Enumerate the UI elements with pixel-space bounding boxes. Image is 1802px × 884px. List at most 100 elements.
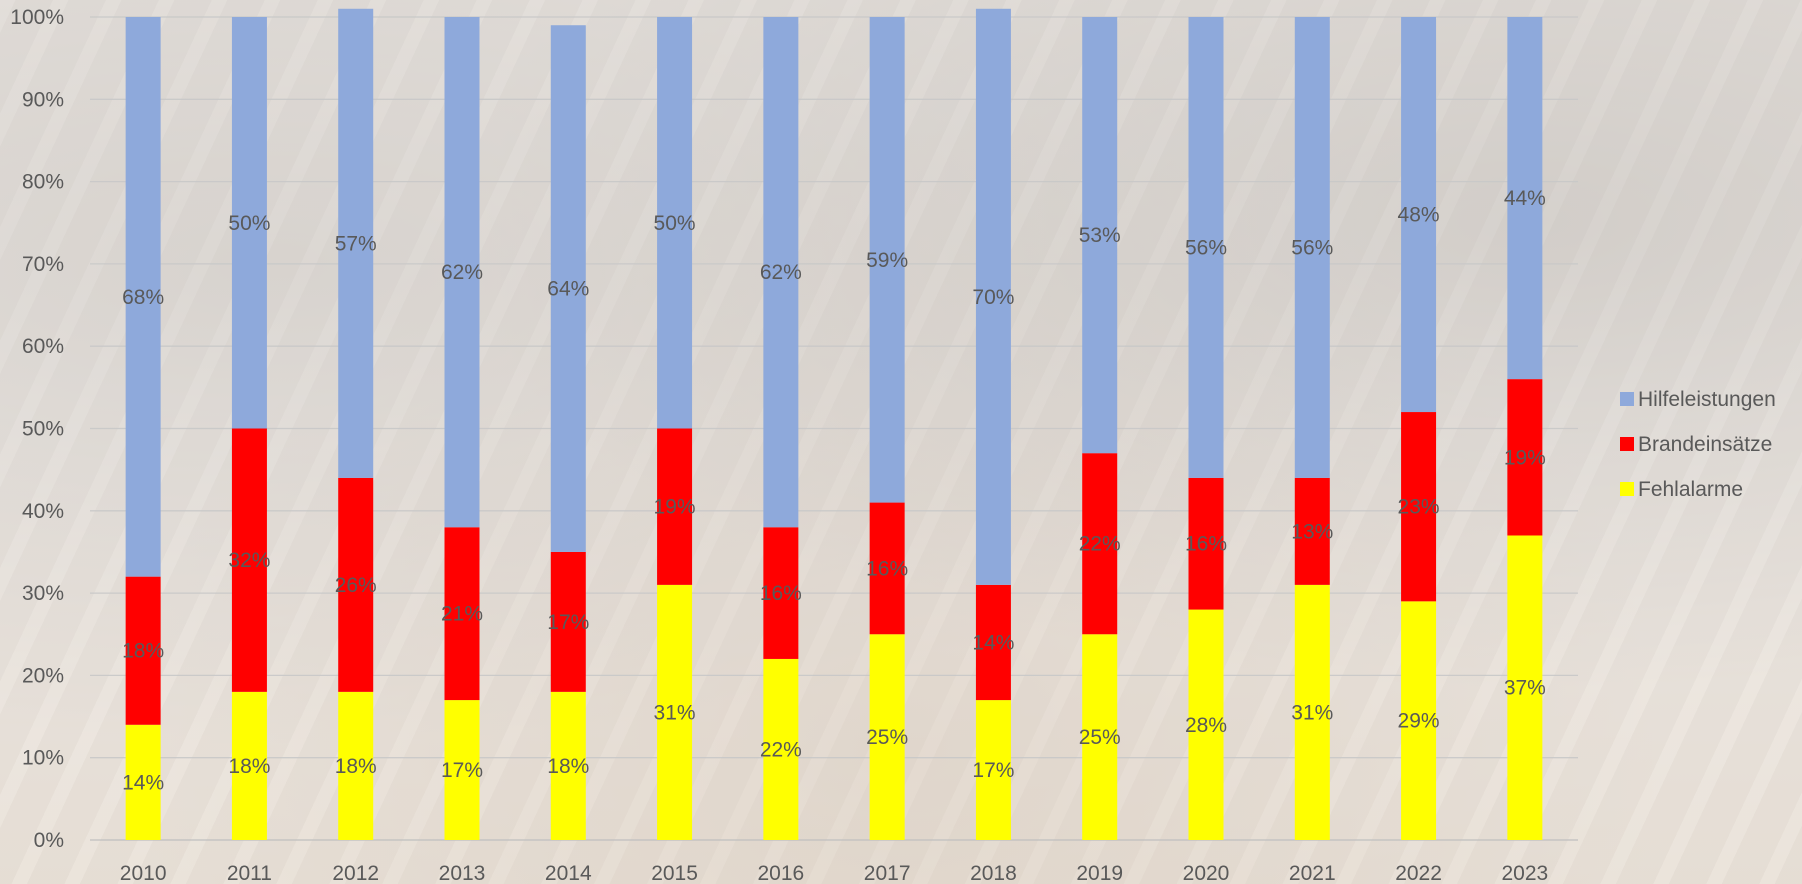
x-tick-label: 2018 bbox=[970, 862, 1017, 884]
y-tick-label: 100% bbox=[10, 6, 64, 29]
legend-label: Brandeinsätze bbox=[1638, 433, 1772, 456]
bar-segment-hilfeleistungen bbox=[338, 8, 374, 478]
y-tick-label: 90% bbox=[22, 88, 64, 111]
data-label: 25% bbox=[866, 726, 908, 749]
x-tick-label: 2014 bbox=[545, 862, 592, 884]
legend-label: Hilfeleistungen bbox=[1638, 388, 1776, 411]
legend-label: Fehlalarme bbox=[1638, 478, 1743, 501]
bar-segment-brandeins-tze bbox=[975, 584, 1011, 701]
bar-segment-brandeins-tze bbox=[1294, 477, 1330, 585]
data-label: 16% bbox=[760, 582, 802, 605]
bar-segment-brandeins-tze bbox=[1082, 453, 1118, 635]
data-label: 16% bbox=[866, 557, 908, 580]
data-label: 18% bbox=[335, 755, 377, 778]
data-label: 37% bbox=[1504, 677, 1546, 700]
bar-segment-brandeins-tze bbox=[763, 527, 799, 659]
bar-segment-hilfeleistungen bbox=[550, 25, 586, 552]
data-label: 62% bbox=[441, 261, 483, 284]
bar-segment-brandeins-tze bbox=[125, 576, 161, 725]
bar-segment-hilfeleistungen bbox=[869, 17, 905, 503]
x-tick-label: 2010 bbox=[120, 862, 167, 884]
legend-swatch bbox=[1620, 392, 1634, 406]
data-label: 16% bbox=[1185, 533, 1227, 556]
data-label: 59% bbox=[866, 249, 908, 272]
data-label: 22% bbox=[1079, 533, 1121, 556]
data-label: 22% bbox=[760, 738, 802, 761]
data-label: 21% bbox=[441, 603, 483, 626]
x-tick-label: 2011 bbox=[227, 862, 272, 884]
bar-segment-brandeins-tze bbox=[657, 428, 693, 585]
data-label: 18% bbox=[547, 755, 589, 778]
data-label: 17% bbox=[547, 611, 589, 634]
bar-segment-fehlalarme bbox=[1294, 584, 1330, 840]
y-tick-label: 40% bbox=[22, 500, 64, 523]
data-label: 53% bbox=[1079, 224, 1121, 247]
data-label: 68% bbox=[122, 286, 164, 309]
data-label: 23% bbox=[1398, 496, 1440, 519]
x-tick-label: 2017 bbox=[864, 862, 911, 884]
bar-segment-fehlalarme bbox=[550, 691, 586, 840]
bar-segment-fehlalarme bbox=[125, 724, 161, 840]
data-label: 56% bbox=[1185, 236, 1227, 259]
data-label: 31% bbox=[1291, 701, 1333, 724]
y-tick-label: 0% bbox=[34, 829, 64, 852]
data-label: 32% bbox=[228, 549, 270, 572]
bar-segment-hilfeleistungen bbox=[231, 17, 267, 429]
y-tick-label: 70% bbox=[22, 253, 64, 276]
bar-segment-fehlalarme bbox=[975, 700, 1011, 840]
bar-segment-brandeins-tze bbox=[231, 428, 267, 692]
data-label: 17% bbox=[441, 759, 483, 782]
data-label: 28% bbox=[1185, 714, 1227, 737]
y-tick-label: 50% bbox=[22, 418, 64, 441]
data-label: 13% bbox=[1291, 520, 1333, 543]
data-label: 70% bbox=[972, 286, 1014, 309]
data-label: 19% bbox=[1504, 446, 1546, 469]
bar-segment-hilfeleistungen bbox=[1188, 17, 1224, 478]
data-labels: 14% 18% 68% 18% 32% 50% 18% 26% 57% 17% 21% 62% 18% 1… bbox=[122, 187, 1546, 794]
bar-segment-fehlalarme bbox=[338, 691, 374, 840]
data-label: 31% bbox=[654, 701, 696, 724]
bar-segment-hilfeleistungen bbox=[444, 17, 480, 528]
data-label: 19% bbox=[654, 496, 696, 519]
data-label: 29% bbox=[1398, 710, 1440, 733]
data-label: 14% bbox=[972, 631, 1014, 654]
x-tick-label: 2021 bbox=[1289, 862, 1336, 884]
y-tick-label: 60% bbox=[22, 335, 64, 358]
bar-segment-fehlalarme bbox=[444, 700, 480, 840]
x-tick-label: 2015 bbox=[651, 862, 698, 884]
bar-segment-brandeins-tze bbox=[550, 551, 586, 692]
data-label: 64% bbox=[547, 278, 589, 301]
bar-segment-hilfeleistungen bbox=[1401, 17, 1437, 413]
bar-segment-fehlalarme bbox=[869, 634, 905, 840]
bars bbox=[125, 8, 1543, 840]
data-label: 14% bbox=[122, 771, 164, 794]
bar-segment-hilfeleistungen bbox=[763, 17, 799, 528]
data-label: 44% bbox=[1504, 187, 1546, 210]
legend: Hilfeleistungen Brandeinsätze Fehlalarme bbox=[1620, 388, 1776, 501]
bar-segment-brandeins-tze bbox=[338, 477, 374, 692]
data-label: 50% bbox=[228, 212, 270, 235]
bar-segment-fehlalarme bbox=[1082, 634, 1118, 840]
data-label: 18% bbox=[122, 640, 164, 663]
bar-segment-fehlalarme bbox=[657, 584, 693, 840]
y-tick-label: 20% bbox=[22, 664, 64, 687]
y-tick-label: 80% bbox=[22, 171, 64, 194]
bar-segment-fehlalarme bbox=[1188, 609, 1224, 840]
data-label: 62% bbox=[760, 261, 802, 284]
bar-segment-brandeins-tze bbox=[1188, 477, 1224, 610]
data-label: 57% bbox=[335, 232, 377, 255]
gridlines bbox=[90, 16, 1578, 841]
bar-segment-fehlalarme bbox=[1401, 601, 1437, 840]
legend-swatch bbox=[1620, 437, 1634, 451]
bar-segment-brandeins-tze bbox=[444, 527, 480, 701]
data-label: 26% bbox=[335, 574, 377, 597]
x-tick-label: 2013 bbox=[439, 862, 486, 884]
axes: 0% 10% 20% 30% 40% 50% 60% 70% 80% 90% 100% 2010 201… bbox=[10, 6, 1548, 884]
bar-segment-hilfeleistungen bbox=[657, 17, 693, 429]
bar-segment-hilfeleistungen bbox=[975, 8, 1011, 585]
data-label: 48% bbox=[1398, 204, 1440, 227]
x-tick-label: 2023 bbox=[1501, 862, 1548, 884]
bar-segment-brandeins-tze bbox=[1401, 412, 1437, 602]
bar-segment-fehlalarme bbox=[763, 658, 799, 840]
